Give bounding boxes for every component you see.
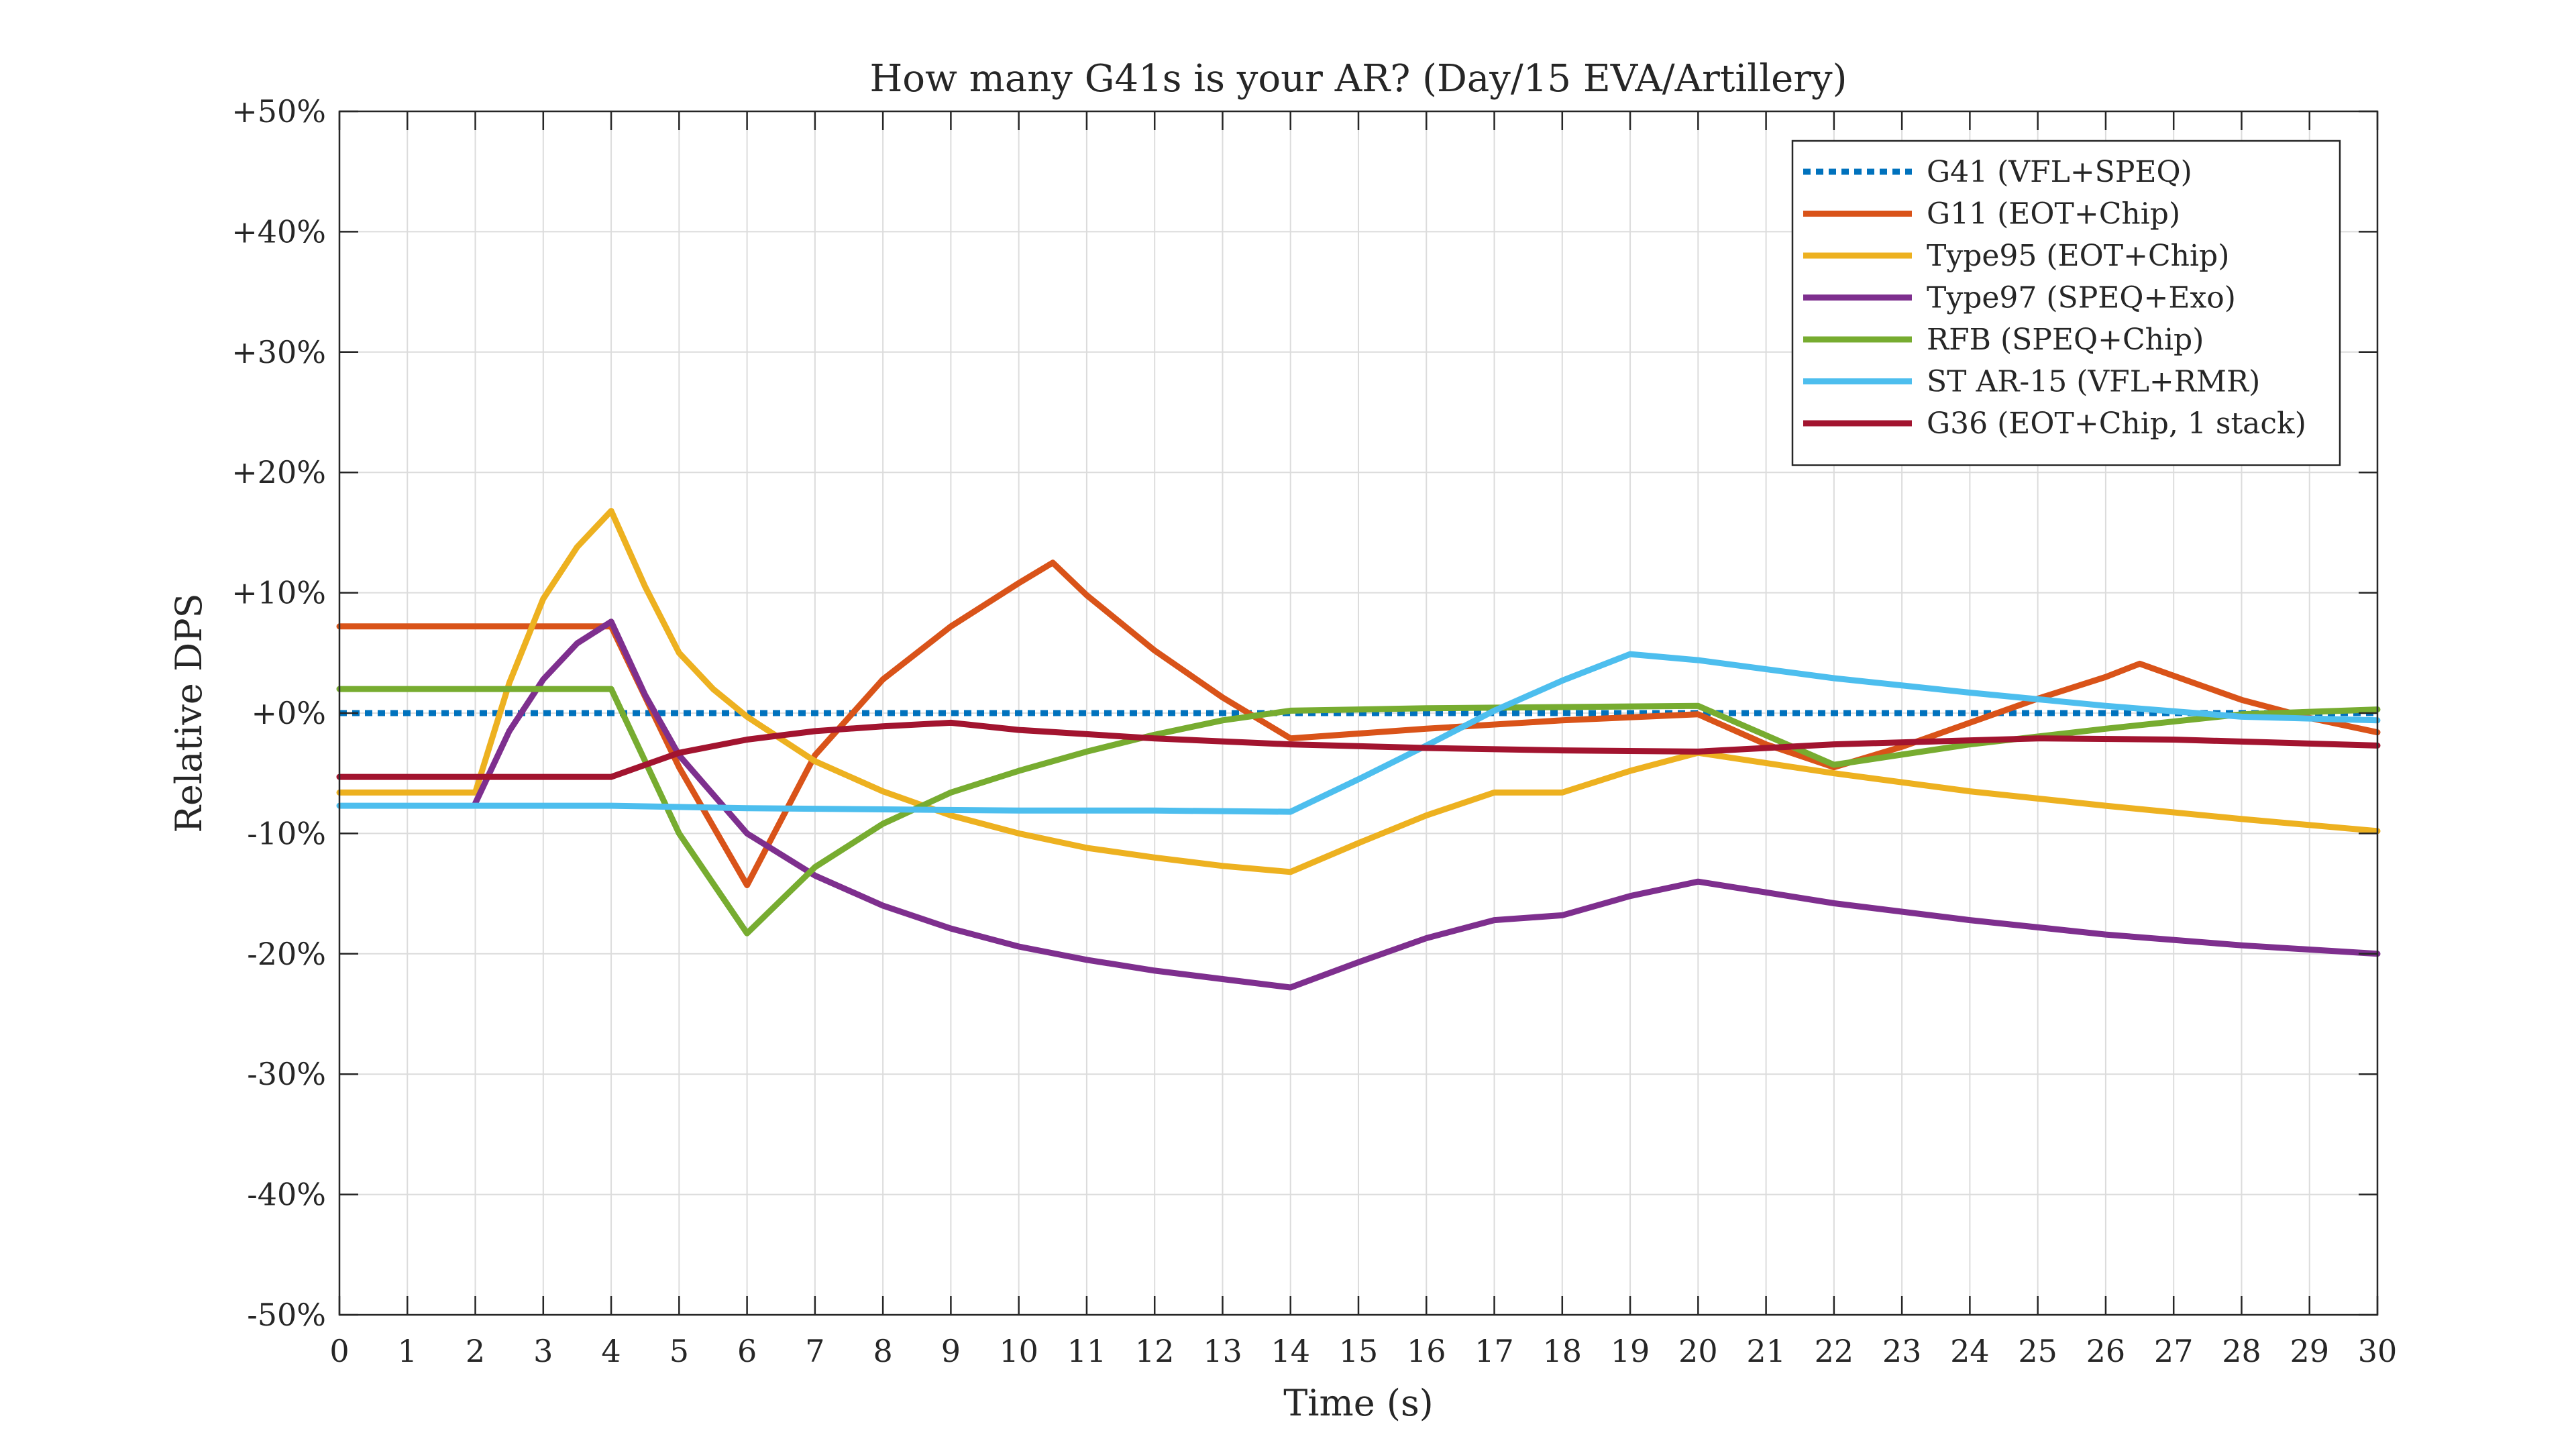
- y-tick-label: -30%: [247, 1056, 326, 1092]
- x-tick-label: 7: [805, 1333, 824, 1369]
- x-tick-label: 29: [2290, 1333, 2329, 1369]
- x-axis-tick-labels: 0 1 2 3 4 5 6 7 8 9 10 11 12 13 14 15 16 17 18 19 20 21 22 23 24…: [329, 1333, 2397, 1369]
- x-tick-label: 1: [398, 1333, 417, 1369]
- y-tick-label: -10%: [247, 815, 326, 851]
- x-tick-label: 22: [1815, 1333, 1854, 1369]
- x-tick-label: 21: [1746, 1333, 1786, 1369]
- y-tick-label: +10%: [231, 575, 326, 611]
- x-tick-label: 11: [1067, 1333, 1107, 1369]
- legend-label-7: G36 (EOT+Chip, 1 stack): [1927, 407, 2306, 441]
- legend-label-3: Type95 (EOT+Chip): [1927, 239, 2229, 273]
- y-tick-label: -50%: [247, 1297, 326, 1333]
- y-axis-title: Relative DPS: [168, 593, 210, 833]
- x-tick-label: 13: [1203, 1333, 1242, 1369]
- x-tick-label: 27: [2154, 1333, 2194, 1369]
- series-line-3: [336, 508, 2381, 875]
- legend-label-6: ST AR-15 (VFL+RMR): [1927, 365, 2260, 399]
- y-tick-label: +20%: [231, 454, 326, 490]
- y-axis-tick-labels: +50% +40% +30% +20% +10% +0% -10% -20% -30% -40% -…: [231, 93, 326, 1333]
- x-tick-label: 9: [941, 1333, 961, 1369]
- x-tick-label: 30: [2358, 1333, 2398, 1369]
- x-tick-label: 4: [601, 1333, 621, 1369]
- x-tick-label: 8: [873, 1333, 892, 1369]
- x-tick-label: 12: [1135, 1333, 1175, 1369]
- series-line-5: [336, 686, 2381, 936]
- x-tick-label: 18: [1543, 1333, 1582, 1369]
- y-tick-label: +0%: [251, 695, 326, 731]
- legend-label-5: RFB (SPEQ+Chip): [1927, 323, 2204, 357]
- legend-label-1: G41 (VFL+SPEQ): [1927, 155, 2192, 189]
- series-line-6: [336, 651, 2381, 815]
- legend-label-2: G11 (EOT+Chip): [1927, 197, 2180, 231]
- x-tick-label: 17: [1474, 1333, 1514, 1369]
- x-tick-label: 23: [1882, 1333, 1922, 1369]
- y-tick-label: +30%: [231, 334, 326, 370]
- x-tick-label: 26: [2086, 1333, 2126, 1369]
- x-tick-label: 20: [1678, 1333, 1718, 1369]
- series-line-4: [472, 619, 2381, 991]
- x-tick-label: 10: [999, 1333, 1038, 1369]
- x-tick-label: 14: [1271, 1333, 1310, 1369]
- x-tick-label: 25: [2018, 1333, 2057, 1369]
- x-tick-label: 2: [466, 1333, 485, 1369]
- x-tick-label: 19: [1611, 1333, 1650, 1369]
- x-tick-label: 24: [1950, 1333, 1990, 1369]
- legend-box: [1791, 140, 2341, 466]
- x-tick-label: 16: [1407, 1333, 1446, 1369]
- y-tick-label: -40%: [247, 1177, 326, 1213]
- x-tick-label: 5: [669, 1333, 689, 1369]
- x-axis-title: Time (s): [1283, 1382, 1433, 1424]
- y-tick-label: +40%: [231, 213, 326, 250]
- x-tick-label: 28: [2222, 1333, 2261, 1369]
- x-tick-label: 6: [737, 1333, 757, 1369]
- x-tick-label: 0: [329, 1333, 349, 1369]
- legend: G41 (VFL+SPEQ) G11 (EOT+Chip) Type95 (EOT+…: [1791, 140, 2341, 466]
- series-line-7: [336, 719, 2381, 780]
- y-tick-label: -20%: [247, 936, 326, 972]
- x-tick-label: 15: [1339, 1333, 1379, 1369]
- y-tick-label: +50%: [231, 93, 326, 129]
- x-tick-label: 3: [533, 1333, 553, 1369]
- axis-ticks: [338, 110, 2379, 1316]
- chart-title: How many G41s is your AR? (Day/15 EVA/Ar…: [869, 57, 1847, 101]
- series-layer: [336, 508, 2381, 991]
- legend-label-4: Type97 (SPEQ+Exo): [1927, 281, 2236, 315]
